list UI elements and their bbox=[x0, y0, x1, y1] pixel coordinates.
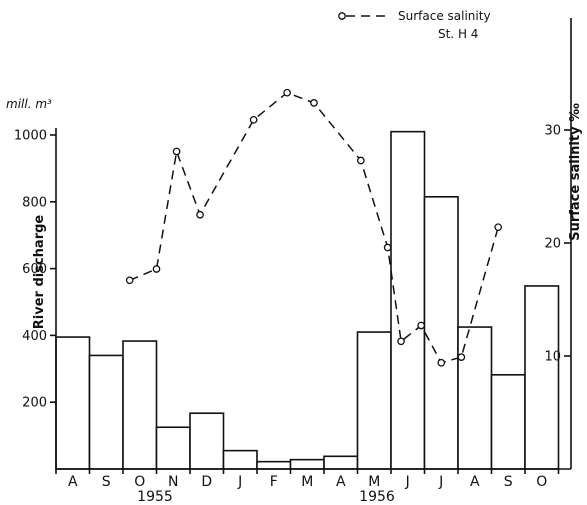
salinity-point-4 bbox=[249, 115, 258, 124]
month-label-8: A bbox=[336, 474, 346, 490]
right-tick-label-20: 20 bbox=[544, 237, 561, 252]
salinity-series bbox=[125, 88, 503, 367]
right-tick-label-10: 10 bbox=[544, 350, 561, 365]
month-label-11: J bbox=[438, 474, 443, 490]
bar-o-2 bbox=[122, 340, 158, 470]
month-label-5: J bbox=[237, 474, 242, 490]
month-label-7: M bbox=[301, 474, 313, 490]
axes: 200 400 600 800 1000 10 20 30 bbox=[14, 18, 572, 474]
month-label-0: A bbox=[68, 474, 78, 490]
month-label-2: O bbox=[134, 474, 145, 490]
month-label-6: F bbox=[270, 474, 278, 490]
salinity-point-8 bbox=[383, 243, 392, 252]
month-label-9: M bbox=[368, 474, 380, 490]
bar-m-7 bbox=[289, 458, 325, 470]
left-tick-label-600: 600 bbox=[22, 262, 47, 277]
salinity-point-7 bbox=[356, 156, 365, 165]
bar-j-10 bbox=[390, 130, 426, 470]
month-label-14: O bbox=[536, 474, 547, 490]
bar-j-5 bbox=[222, 449, 258, 470]
legend-sublabel: St. H 4 bbox=[438, 27, 478, 41]
bar-a-0 bbox=[55, 336, 91, 470]
left-axis-unit: mill. m³ bbox=[6, 97, 52, 111]
bar-s-13 bbox=[490, 374, 526, 470]
left-tick-label-200: 200 bbox=[22, 396, 47, 411]
salinity-point-9 bbox=[397, 337, 405, 346]
month-label-1: S bbox=[102, 474, 111, 490]
salinity-point-11 bbox=[437, 358, 446, 367]
legend: Surface salinity St. H 4 bbox=[338, 9, 491, 41]
legend-marker bbox=[338, 12, 346, 20]
salinity-point-13 bbox=[494, 223, 503, 232]
month-label-12: A bbox=[470, 474, 480, 490]
bar-d-4 bbox=[189, 412, 225, 470]
right-tick-label-30: 30 bbox=[544, 124, 561, 139]
left-tick-label-400: 400 bbox=[22, 329, 47, 344]
salinity-point-3 bbox=[196, 210, 204, 219]
left-tick-label-800: 800 bbox=[22, 195, 47, 210]
right-axis-title: Surface salinity ‰ bbox=[568, 103, 583, 241]
left-tick-label-1000: 1000 bbox=[14, 129, 47, 144]
left-axis-title: River discharge bbox=[32, 215, 47, 330]
legend-label: Surface salinity bbox=[398, 9, 491, 23]
month-label-4: D bbox=[201, 474, 212, 490]
bar-a-8 bbox=[323, 455, 359, 470]
salinity-point-6 bbox=[310, 99, 318, 107]
bar-o-14 bbox=[524, 285, 560, 470]
month-label-10: J bbox=[405, 474, 410, 490]
bar-m-9 bbox=[356, 331, 392, 470]
salinity-point-12 bbox=[457, 353, 466, 361]
bar-s-1 bbox=[88, 354, 124, 470]
salinity-point-10 bbox=[417, 321, 425, 330]
salinity-point-1 bbox=[152, 265, 161, 273]
bar-j-11 bbox=[423, 195, 459, 470]
month-label-3: N bbox=[168, 474, 178, 490]
year-label-1956: 1956 bbox=[359, 489, 395, 505]
salinity-point-0 bbox=[125, 276, 134, 285]
salinity-point-5 bbox=[283, 88, 291, 97]
bar-n-3 bbox=[155, 426, 191, 470]
year-label-1955: 1955 bbox=[137, 489, 173, 505]
month-label-13: S bbox=[504, 474, 513, 490]
salinity-point-2 bbox=[172, 147, 181, 156]
bar-f-6 bbox=[256, 460, 292, 470]
